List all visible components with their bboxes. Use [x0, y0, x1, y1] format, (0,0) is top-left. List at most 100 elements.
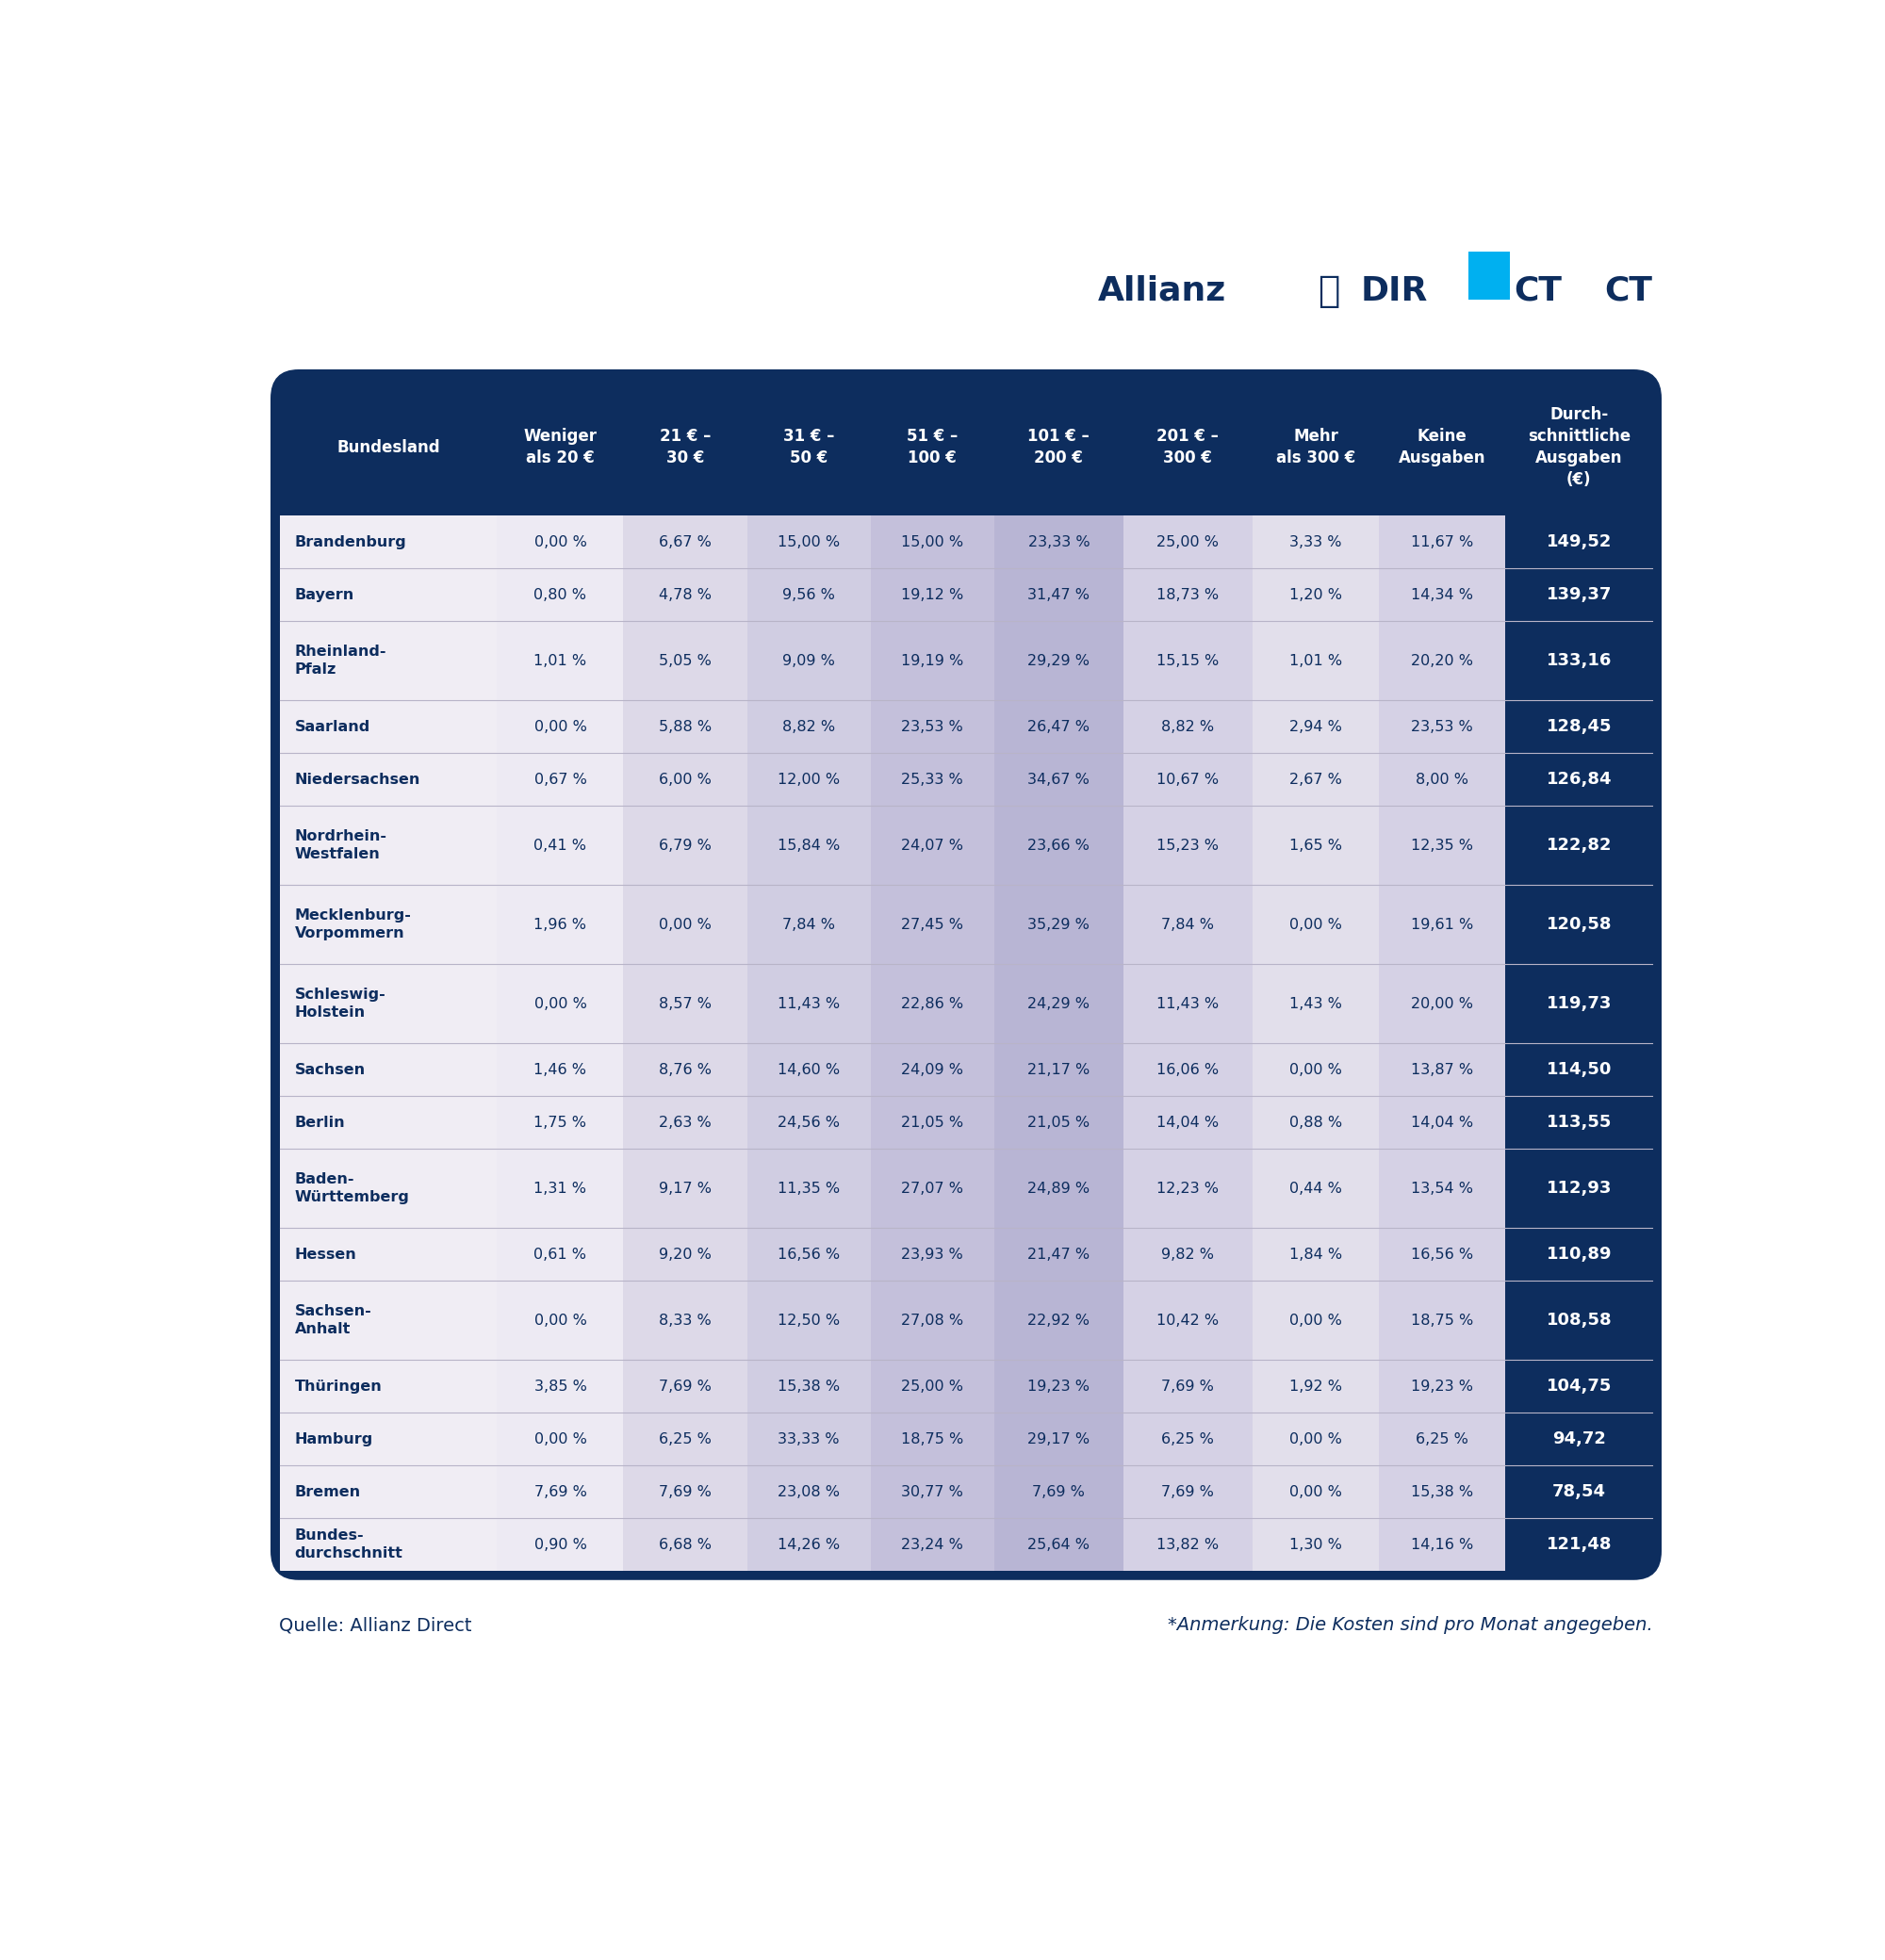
Text: 15,38 %: 15,38 % — [779, 1380, 841, 1394]
Bar — [746, 753, 871, 806]
Bar — [1252, 700, 1378, 753]
Text: 1,84 %: 1,84 % — [1289, 1247, 1342, 1262]
Text: Bayern: Bayern — [294, 588, 354, 602]
Bar — [624, 806, 746, 886]
Bar — [1378, 515, 1506, 568]
Text: 6,00 %: 6,00 % — [660, 772, 711, 786]
Text: 0,00 %: 0,00 % — [533, 996, 586, 1011]
Bar — [498, 964, 624, 1043]
Bar — [279, 1413, 498, 1466]
Text: 14,26 %: 14,26 % — [779, 1537, 841, 1552]
Text: 0,88 %: 0,88 % — [1289, 1115, 1342, 1129]
Bar — [871, 1519, 993, 1570]
Bar — [624, 621, 746, 700]
Bar — [498, 1149, 624, 1227]
Bar — [1378, 1149, 1506, 1227]
Bar — [993, 1519, 1123, 1570]
Text: 19,19 %: 19,19 % — [901, 655, 963, 668]
Bar — [1468, 251, 1510, 300]
Text: 121,48: 121,48 — [1546, 1537, 1612, 1552]
Text: 78,54: 78,54 — [1551, 1484, 1606, 1499]
Text: 128,45: 128,45 — [1546, 717, 1612, 735]
Text: 51 € –
100 €: 51 € – 100 € — [907, 427, 958, 466]
Bar — [746, 806, 871, 886]
Bar — [1123, 1466, 1252, 1519]
Text: 8,76 %: 8,76 % — [660, 1062, 713, 1076]
Text: 122,82: 122,82 — [1546, 837, 1612, 855]
Text: Sachsen: Sachsen — [294, 1062, 366, 1076]
Text: 15,00 %: 15,00 % — [901, 535, 963, 549]
Bar — [1378, 700, 1506, 753]
Bar — [993, 1360, 1123, 1413]
Bar — [1252, 1360, 1378, 1413]
Text: 9,82 %: 9,82 % — [1161, 1247, 1214, 1262]
Text: 21,05 %: 21,05 % — [901, 1115, 963, 1129]
Bar — [993, 886, 1123, 964]
Bar — [1252, 515, 1378, 568]
Bar — [498, 886, 624, 964]
Text: Baden-
Württemberg: Baden- Württemberg — [294, 1172, 409, 1203]
Bar — [1252, 1466, 1378, 1519]
Text: Sachsen-
Anhalt: Sachsen- Anhalt — [294, 1305, 371, 1337]
Bar — [993, 1096, 1123, 1149]
Bar — [1506, 753, 1653, 806]
Text: 18,73 %: 18,73 % — [1157, 588, 1220, 602]
Bar — [1252, 1519, 1378, 1570]
Text: 29,17 %: 29,17 % — [1027, 1433, 1090, 1446]
Text: 22,86 %: 22,86 % — [901, 996, 963, 1011]
Bar — [871, 1043, 993, 1096]
Bar — [498, 806, 624, 886]
Bar — [624, 700, 746, 753]
Bar — [746, 515, 871, 568]
Text: Niedersachsen: Niedersachsen — [294, 772, 420, 786]
Bar — [1123, 700, 1252, 753]
Text: 0,00 %: 0,00 % — [533, 1313, 586, 1327]
Bar — [993, 621, 1123, 700]
Text: 25,00 %: 25,00 % — [1157, 535, 1220, 549]
Text: 23,53 %: 23,53 % — [901, 719, 963, 733]
Text: Mecklenburg-
Vorpommern: Mecklenburg- Vorpommern — [294, 909, 411, 941]
Bar — [871, 1096, 993, 1149]
Text: 6,25 %: 6,25 % — [660, 1433, 711, 1446]
Text: 27,07 %: 27,07 % — [901, 1182, 963, 1196]
Bar — [1506, 1413, 1653, 1466]
Text: 13,54 %: 13,54 % — [1412, 1182, 1474, 1196]
Text: 201 € –
300 €: 201 € – 300 € — [1157, 427, 1220, 466]
Bar — [746, 964, 871, 1043]
Text: Hamburg: Hamburg — [294, 1433, 373, 1446]
Text: 104,75: 104,75 — [1546, 1378, 1612, 1396]
Text: 16,56 %: 16,56 % — [779, 1247, 841, 1262]
Bar — [624, 753, 746, 806]
Bar — [498, 568, 624, 621]
Text: 0,00 %: 0,00 % — [1289, 1062, 1342, 1076]
Text: Bundesland: Bundesland — [337, 439, 439, 455]
Text: 15,38 %: 15,38 % — [1410, 1484, 1474, 1499]
Bar — [1378, 1043, 1506, 1096]
Text: 9,17 %: 9,17 % — [660, 1182, 713, 1196]
Text: 0,00 %: 0,00 % — [1289, 1313, 1342, 1327]
Bar — [746, 700, 871, 753]
Bar — [1378, 886, 1506, 964]
Bar — [993, 1227, 1123, 1280]
Text: 112,93: 112,93 — [1546, 1180, 1612, 1198]
Bar — [279, 568, 498, 621]
Text: 7,69 %: 7,69 % — [1033, 1484, 1086, 1499]
Text: Quelle: Allianz Direct: Quelle: Allianz Direct — [279, 1617, 471, 1635]
Bar — [498, 753, 624, 806]
Text: 7,84 %: 7,84 % — [782, 917, 835, 931]
Text: 1,01 %: 1,01 % — [1289, 655, 1342, 668]
Bar — [498, 700, 624, 753]
Bar — [746, 886, 871, 964]
Text: 1,01 %: 1,01 % — [533, 655, 586, 668]
Text: 8,33 %: 8,33 % — [660, 1313, 711, 1327]
Bar — [746, 1096, 871, 1149]
Text: 25,33 %: 25,33 % — [901, 772, 963, 786]
Text: 0,00 %: 0,00 % — [533, 719, 586, 733]
Bar — [1506, 1227, 1653, 1280]
Text: 0,44 %: 0,44 % — [1289, 1182, 1342, 1196]
Text: 24,56 %: 24,56 % — [779, 1115, 841, 1129]
Text: Durch-
schnittliche
Ausgaben
(€): Durch- schnittliche Ausgaben (€) — [1527, 406, 1631, 488]
Text: 19,12 %: 19,12 % — [901, 588, 963, 602]
Bar — [871, 964, 993, 1043]
Bar — [279, 1360, 498, 1413]
